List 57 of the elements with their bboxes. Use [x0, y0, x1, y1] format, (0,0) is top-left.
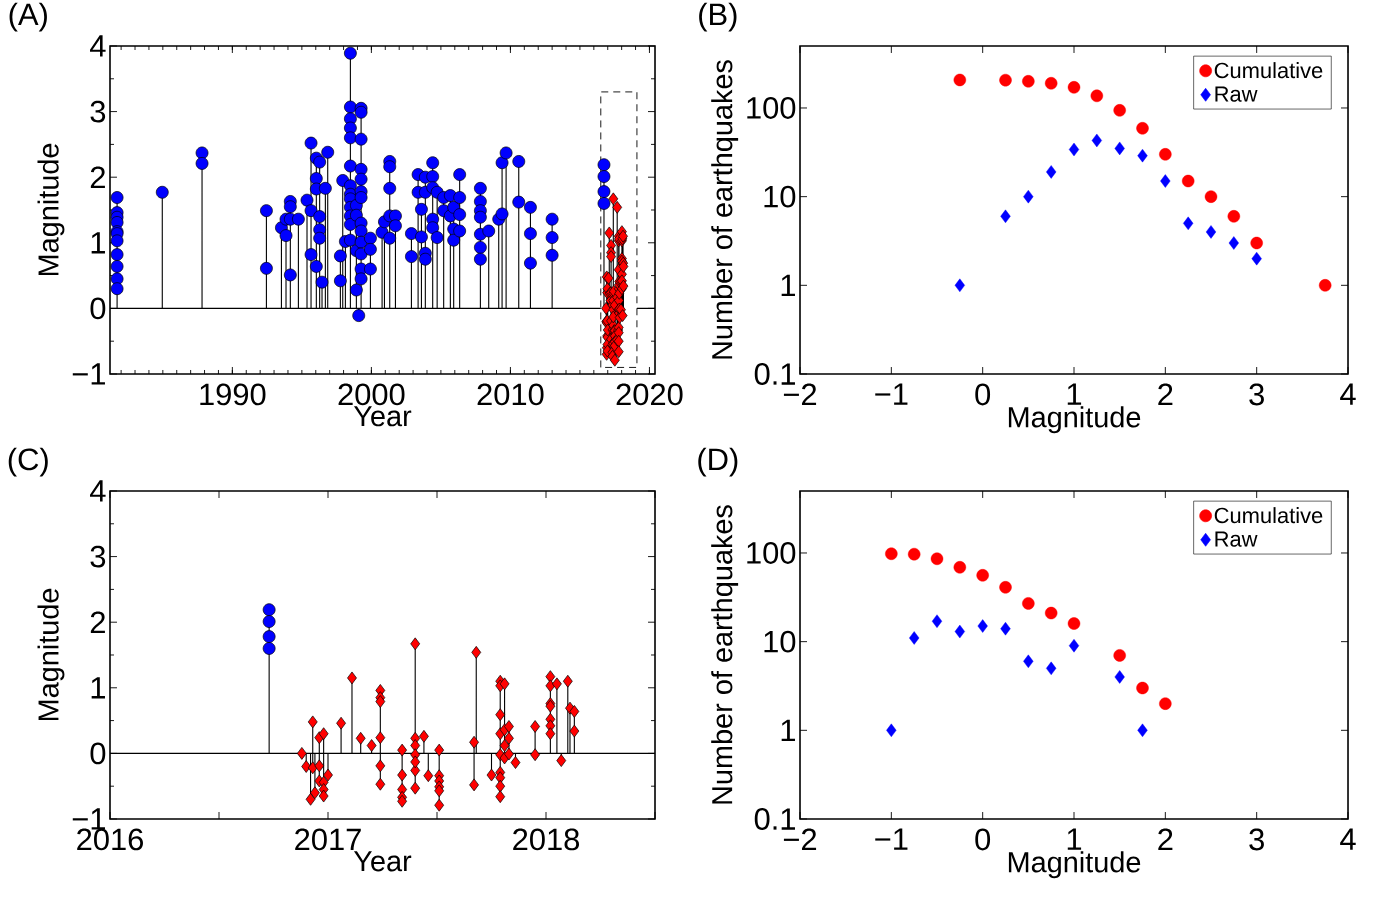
- x-axis-title: Magnitude: [1008, 851, 1141, 879]
- x-tick-label: 2016: [77, 828, 143, 851]
- y-tick-label: −1: [72, 363, 105, 385]
- y-tick-label: 1: [91, 232, 105, 254]
- x-tick-label: 3: [1249, 383, 1264, 406]
- x-tick-label: −1: [875, 383, 908, 405]
- x-axis-title: Year: [353, 406, 412, 427]
- y-tick-label: 1: [781, 274, 795, 296]
- x-tick-label: 2017: [295, 828, 361, 851]
- x-axis-title: Magnitude: [1008, 406, 1141, 434]
- y-tick-label: 1: [781, 719, 795, 741]
- x-tick-label: 1: [1067, 383, 1082, 405]
- y-tick-label: 100: [747, 97, 796, 119]
- x-tick-label: −1: [875, 828, 908, 850]
- x-tick-label: 2: [1158, 383, 1173, 406]
- chart-title: (C): [8, 447, 48, 477]
- legend-label: Raw: [1215, 531, 1258, 547]
- y-tick-label: 0.1: [754, 363, 795, 385]
- y-axis-title: Magnitude: [37, 143, 65, 276]
- x-tick-label: 4: [1340, 828, 1356, 850]
- x-tick-label: 2018: [513, 828, 580, 851]
- y-tick-label: 2: [90, 166, 105, 188]
- y-tick-label: 0: [90, 297, 106, 320]
- x-tick-label: 2010: [477, 383, 544, 406]
- chart-title: (D): [698, 447, 738, 477]
- x-tick-label: 2: [1158, 828, 1173, 851]
- x-tick-label: 4: [1340, 383, 1356, 405]
- y-axis-title: Number of earthquakes: [711, 505, 739, 804]
- y-axis-title: Magnitude: [37, 588, 65, 721]
- x-tick-label: 0: [975, 383, 991, 406]
- x-axis-title: Year: [353, 851, 412, 872]
- y-tick-label: 3: [90, 545, 106, 568]
- x-tick-label: 2000: [338, 383, 405, 406]
- legend-label: Cumulative: [1214, 62, 1323, 79]
- y-tick-label: −1: [72, 808, 105, 830]
- legend-label: Cumulative: [1214, 507, 1323, 524]
- x-tick-label: −2: [783, 383, 817, 406]
- chart-title: (B): [699, 2, 737, 32]
- x-tick-label: 1990: [200, 383, 266, 406]
- legend-label: Raw: [1215, 86, 1258, 102]
- y-tick-label: 0.1: [754, 808, 795, 830]
- x-tick-label: 2020: [616, 383, 683, 406]
- chart-title: (A): [9, 2, 47, 32]
- y-tick-label: 0: [90, 742, 106, 765]
- y-axis-title: Number of earthquakes: [711, 60, 739, 359]
- y-tick-label: 10: [764, 185, 796, 208]
- x-tick-label: 3: [1249, 828, 1264, 851]
- y-tick-label: 100: [747, 542, 796, 564]
- x-tick-label: 0: [975, 828, 991, 851]
- x-tick-label: 1: [1067, 828, 1082, 850]
- y-tick-label: 1: [91, 677, 105, 699]
- x-tick-label: −2: [783, 828, 817, 851]
- y-tick-label: 3: [90, 100, 106, 123]
- y-tick-label: 4: [90, 35, 106, 57]
- y-tick-label: 2: [90, 611, 105, 633]
- y-tick-label: 10: [764, 630, 796, 653]
- y-tick-label: 4: [90, 480, 106, 502]
